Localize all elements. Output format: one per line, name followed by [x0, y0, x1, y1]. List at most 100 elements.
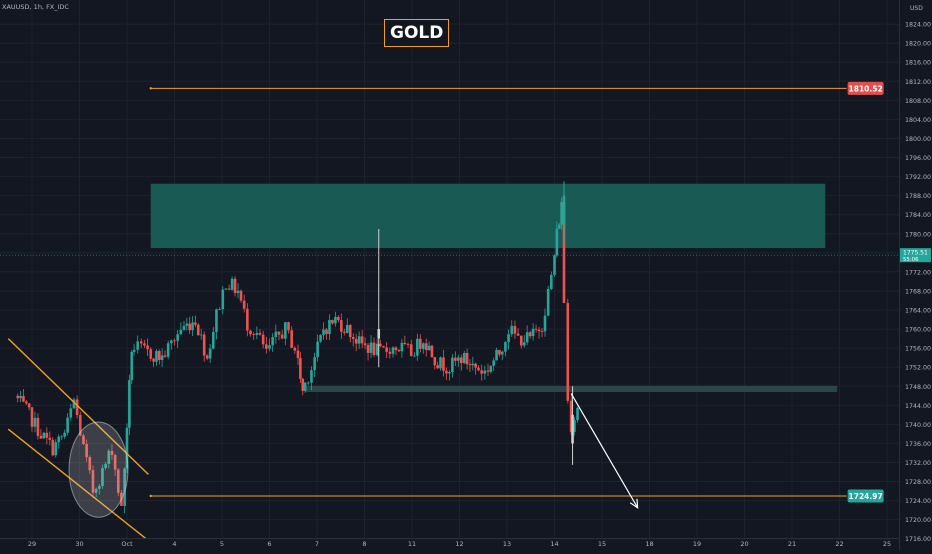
candle [284, 322, 287, 339]
candle [562, 195, 566, 225]
candle [363, 343, 367, 346]
candle [236, 290, 240, 293]
candle [116, 469, 120, 493]
time-tick-label: 22 [835, 540, 843, 548]
price-tick-label: 1756.00 [905, 346, 931, 353]
candle [379, 343, 382, 347]
price-tick-label: 1764.00 [905, 308, 931, 315]
time-tick-label: 21 [788, 540, 796, 548]
candle [139, 341, 143, 344]
candle [218, 309, 221, 310]
forecast-arrow [570, 393, 639, 509]
candle [510, 325, 514, 335]
candle [377, 329, 381, 339]
candle [382, 346, 385, 348]
resistance-level-anchor [149, 87, 152, 90]
candle [366, 345, 370, 353]
candle [322, 329, 325, 335]
chart-title: GOLD [384, 19, 450, 47]
candle [33, 417, 37, 427]
candle [182, 325, 186, 330]
candle [54, 442, 58, 456]
candle [97, 485, 101, 489]
candle [293, 347, 297, 351]
candle [75, 399, 79, 416]
time-tick-label: 30 [75, 540, 83, 548]
resistance-level-label: 1810.52 [849, 84, 883, 93]
candle [560, 201, 563, 225]
candle [424, 343, 428, 351]
candle [354, 339, 358, 344]
candle [211, 331, 215, 349]
candle [566, 303, 570, 401]
time-tick-label: 7 [315, 540, 319, 548]
candle [534, 328, 538, 330]
candle [331, 319, 334, 324]
countdown-value: 55:06 [903, 257, 919, 263]
candle [179, 329, 183, 335]
supply-zone [150, 183, 826, 249]
candle [60, 436, 63, 438]
candle [391, 347, 395, 354]
price-tick-label: 1716.00 [905, 536, 931, 543]
candle [313, 357, 316, 371]
candle [255, 332, 259, 335]
price-tick-label: 1788.00 [905, 193, 931, 200]
price-tick-label: 1812.00 [905, 79, 931, 86]
candle [88, 457, 92, 471]
candle [442, 357, 445, 371]
highlight-circle [68, 421, 129, 518]
candle [208, 348, 212, 359]
candle [268, 345, 271, 349]
time-tick-label: 19 [693, 540, 701, 548]
candle [230, 278, 234, 290]
candle [72, 399, 76, 409]
candle [406, 343, 410, 345]
grid-layer [0, 0, 899, 540]
candle [343, 331, 346, 333]
candle [252, 334, 255, 336]
candle [528, 332, 532, 337]
time-tick-label: 14 [550, 540, 558, 548]
candle [340, 320, 343, 332]
candle [337, 316, 340, 321]
candle [459, 357, 463, 364]
candle [173, 340, 176, 342]
candle [123, 468, 126, 506]
candle [316, 341, 319, 358]
candle [433, 357, 437, 366]
candle [471, 363, 475, 366]
candle [409, 344, 413, 356]
time-tick-label: 4 [172, 540, 176, 548]
candle [91, 470, 95, 493]
price-tick-label: 1800.00 [905, 136, 931, 143]
candle [498, 349, 501, 355]
candle [39, 435, 43, 439]
candle [19, 395, 22, 399]
candle [125, 427, 129, 469]
candle [101, 467, 104, 486]
price-tick-label: 1796.00 [905, 155, 931, 162]
time-tick-label: 29 [28, 540, 36, 548]
candle [290, 330, 293, 348]
candle [191, 322, 194, 331]
candle [85, 444, 88, 458]
price-tick-label: 1752.00 [905, 365, 931, 372]
candle [146, 345, 149, 350]
price-tick-label: 1748.00 [905, 384, 931, 391]
candle [445, 370, 448, 374]
price-tick-label: 1824.00 [905, 22, 931, 29]
annotation-layer: 1810.52 1724.97 [0, 81, 899, 540]
support-level-label: 1724.97 [849, 492, 883, 501]
candle [280, 334, 284, 339]
candle [306, 382, 310, 384]
candle [30, 407, 34, 427]
candle [48, 437, 52, 440]
time-tick-label: 8 [362, 540, 366, 548]
candle [427, 345, 431, 351]
candle [372, 342, 376, 356]
candle [357, 336, 361, 344]
candle [465, 353, 469, 365]
